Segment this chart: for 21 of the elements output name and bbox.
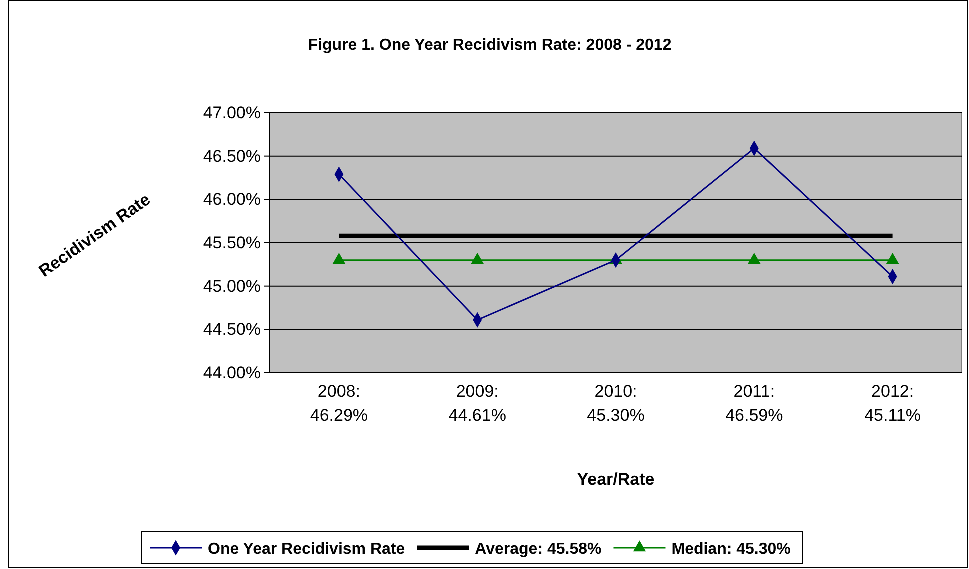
chart-title: Figure 1. One Year Recidivism Rate: 2008 - 2012 [308, 37, 672, 54]
y-tick-label: 47.00% [203, 103, 261, 122]
point [748, 252, 761, 264]
x-tick-label: 2011: 46.59% [726, 382, 784, 425]
x-axis-title: Year/Rate [577, 470, 655, 489]
x-tick-label: 2010: 45.30% [587, 382, 645, 425]
y-tick-label: 46.50% [203, 146, 261, 166]
y-tick-label: 44.00% [203, 363, 261, 382]
legend-label: Average: 45.58% [475, 541, 602, 558]
point [886, 252, 900, 264]
point [471, 252, 484, 264]
legend-label: Median: 45.30% [672, 541, 791, 558]
x-tick-label: 2012: 45.11% [864, 382, 922, 425]
legend-label: One Year Recidivism Rate [208, 541, 406, 558]
y-tick-label: 44.50% [203, 320, 261, 340]
x-tick-label: 2008: 46.29% [310, 382, 368, 425]
y-tick-label: 45.00% [203, 276, 261, 296]
y-tick-label: 46.00% [203, 190, 261, 210]
point [332, 252, 346, 264]
x-tick-label: 2009: 44.61% [448, 382, 506, 425]
y-tick-label: 45.50% [203, 233, 261, 252]
